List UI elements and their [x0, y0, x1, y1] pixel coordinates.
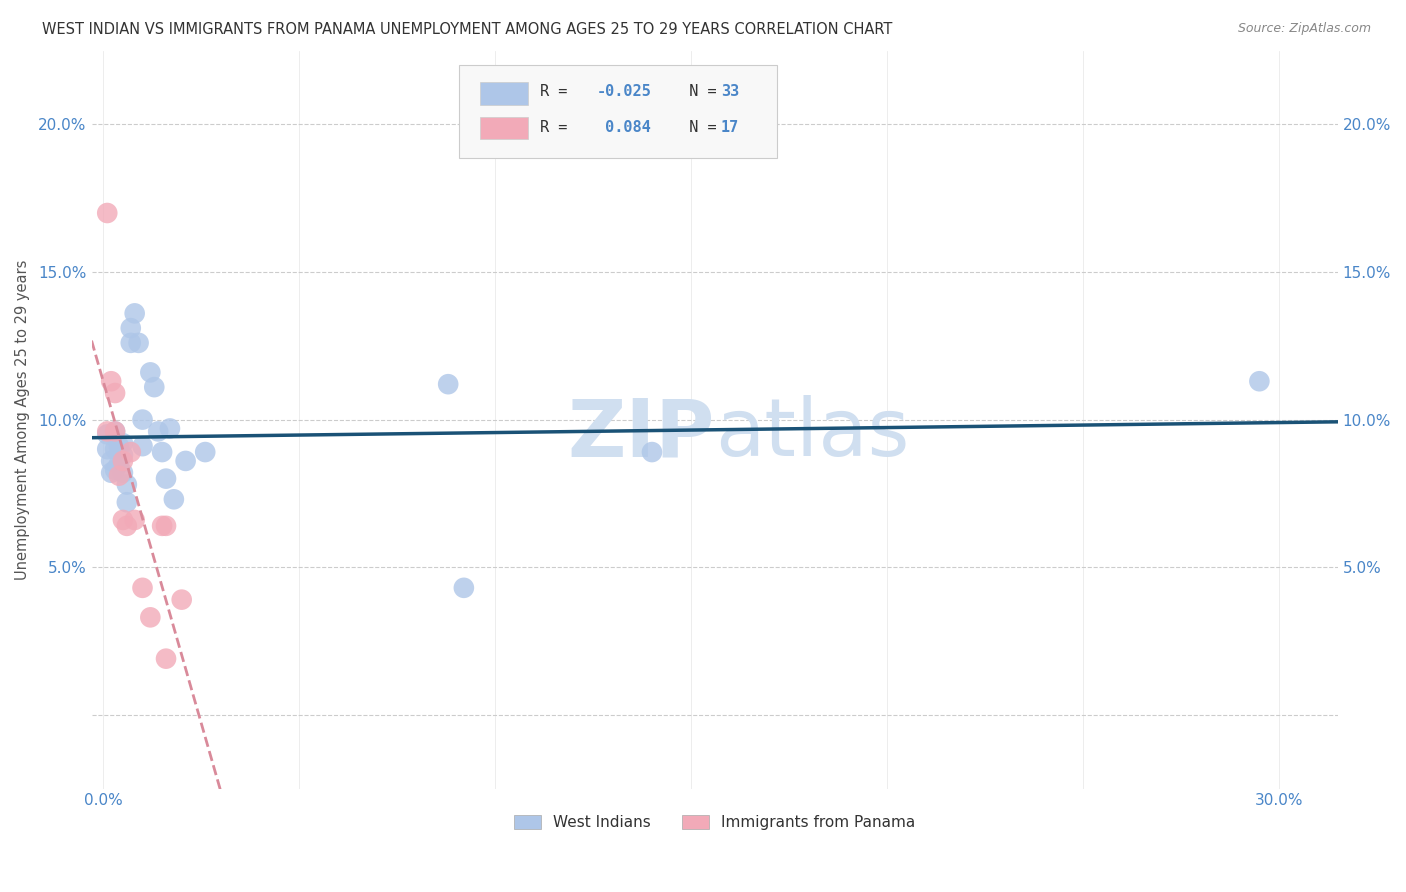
- Text: R =: R =: [540, 85, 576, 100]
- Point: [437, 377, 460, 392]
- Point: [131, 439, 153, 453]
- Point: [163, 492, 186, 507]
- FancyBboxPatch shape: [460, 65, 778, 158]
- Point: [108, 457, 131, 471]
- Point: [120, 335, 142, 350]
- Point: [104, 425, 127, 439]
- Point: [104, 425, 127, 439]
- Point: [155, 472, 177, 486]
- Text: -0.025: -0.025: [596, 85, 651, 100]
- Point: [139, 610, 162, 624]
- Point: [174, 454, 197, 468]
- Point: [96, 206, 118, 220]
- FancyBboxPatch shape: [481, 82, 527, 104]
- Point: [104, 463, 127, 477]
- Point: [100, 374, 122, 388]
- Point: [120, 445, 142, 459]
- FancyBboxPatch shape: [481, 117, 527, 139]
- Point: [108, 468, 131, 483]
- Point: [111, 436, 134, 450]
- Text: N =: N =: [671, 85, 725, 100]
- Point: [100, 466, 122, 480]
- Legend: West Indians, Immigrants from Panama: West Indians, Immigrants from Panama: [508, 809, 922, 836]
- Point: [120, 321, 142, 335]
- Point: [128, 335, 150, 350]
- Point: [124, 306, 146, 320]
- Point: [131, 412, 153, 426]
- Point: [96, 442, 118, 456]
- Point: [131, 581, 153, 595]
- Point: [111, 513, 134, 527]
- Point: [148, 425, 170, 439]
- Point: [194, 445, 217, 459]
- Text: R =: R =: [540, 120, 586, 135]
- Point: [104, 386, 127, 401]
- Text: N =: N =: [671, 120, 725, 135]
- Point: [104, 442, 127, 456]
- Point: [159, 421, 181, 435]
- Point: [150, 519, 173, 533]
- Point: [96, 427, 118, 442]
- Point: [115, 519, 138, 533]
- Point: [115, 495, 138, 509]
- Point: [641, 445, 664, 459]
- Text: Source: ZipAtlas.com: Source: ZipAtlas.com: [1237, 22, 1371, 36]
- Point: [115, 477, 138, 491]
- Point: [453, 581, 475, 595]
- Point: [155, 651, 177, 665]
- Point: [100, 454, 122, 468]
- Point: [111, 448, 134, 462]
- Text: ZIP: ZIP: [568, 395, 714, 474]
- Text: 17: 17: [721, 120, 740, 135]
- Y-axis label: Unemployment Among Ages 25 to 29 years: Unemployment Among Ages 25 to 29 years: [15, 260, 30, 580]
- Text: WEST INDIAN VS IMMIGRANTS FROM PANAMA UNEMPLOYMENT AMONG AGES 25 TO 29 YEARS COR: WEST INDIAN VS IMMIGRANTS FROM PANAMA UN…: [42, 22, 893, 37]
- Point: [155, 519, 177, 533]
- Point: [108, 439, 131, 453]
- Text: atlas: atlas: [714, 395, 910, 474]
- Point: [1249, 374, 1271, 388]
- Point: [150, 445, 173, 459]
- Point: [111, 466, 134, 480]
- Text: 0.084: 0.084: [596, 120, 651, 135]
- Point: [124, 513, 146, 527]
- Point: [111, 454, 134, 468]
- Point: [139, 365, 162, 379]
- Text: 33: 33: [721, 85, 740, 100]
- Point: [96, 425, 118, 439]
- Point: [143, 380, 166, 394]
- Point: [170, 592, 193, 607]
